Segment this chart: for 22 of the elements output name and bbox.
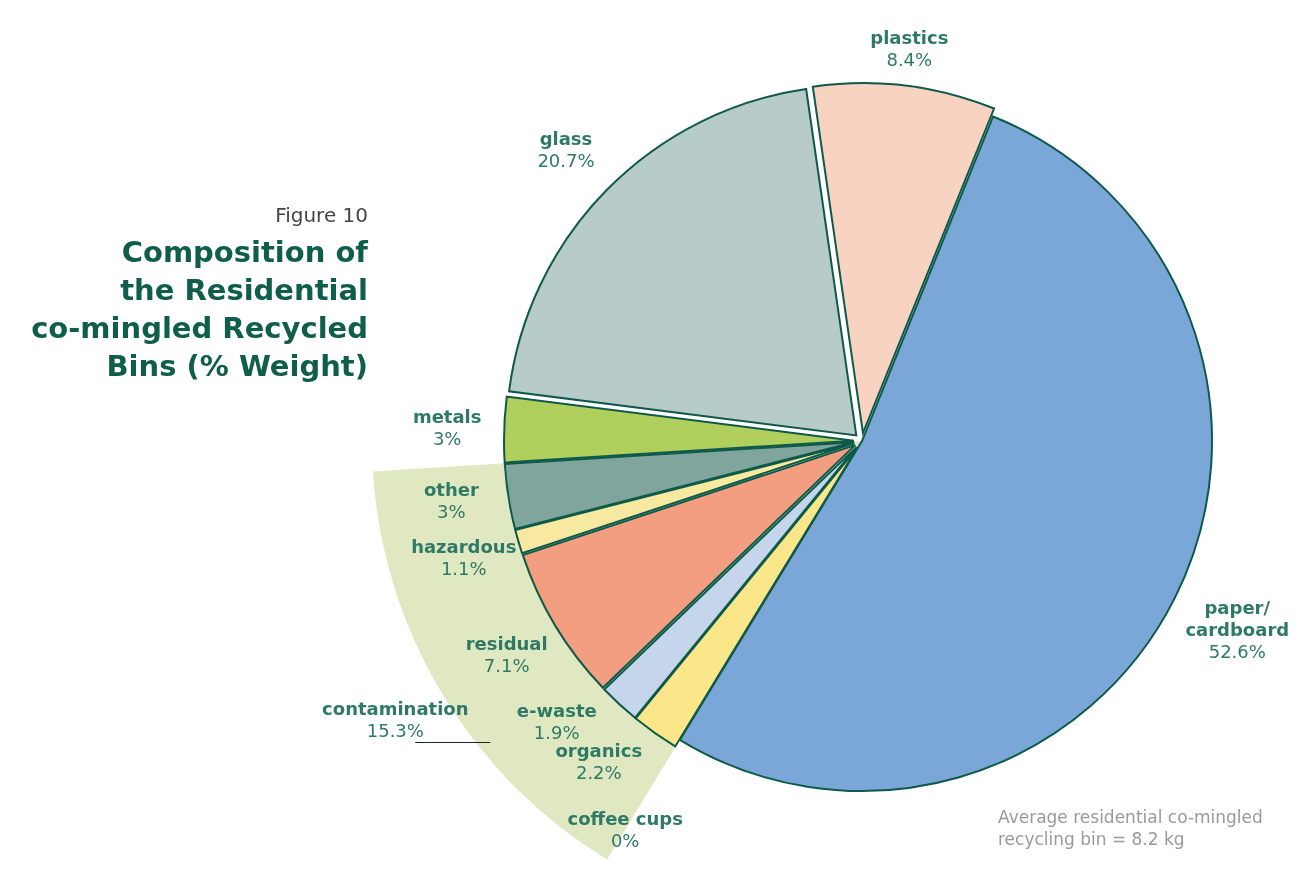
data-label: 3% xyxy=(432,427,462,449)
data-label: 2.2% xyxy=(575,761,622,783)
text: Average residential co-mingled recycling bin = 8.2 kg xyxy=(998,807,1263,849)
slice-label: plastics xyxy=(870,26,949,48)
slice-label: residual xyxy=(465,633,548,655)
data-label: 3% xyxy=(437,501,466,523)
data-label: 1.1% xyxy=(440,557,487,579)
data-label: 7.1% xyxy=(483,655,530,677)
slice-label: paper/ cardboard xyxy=(1185,596,1290,640)
data-label: 8.4% xyxy=(886,48,933,70)
slice-label: other xyxy=(423,479,479,501)
text: contamination 15.3% xyxy=(322,697,469,741)
data-label: 52.6% xyxy=(1208,640,1266,662)
text: 0% xyxy=(610,829,640,851)
text: Figure 10 xyxy=(274,203,368,227)
slice-label: metals xyxy=(412,405,482,427)
category-label: coffee cups xyxy=(567,807,683,829)
slice-label: glass xyxy=(539,128,593,150)
slice-label: e-waste xyxy=(516,700,597,722)
text: Composition of the Residential co-mingled Recycled Bins (% Weight) xyxy=(30,234,368,385)
data-label: 20.7% xyxy=(537,150,595,172)
slice-label: hazardous xyxy=(411,535,517,557)
